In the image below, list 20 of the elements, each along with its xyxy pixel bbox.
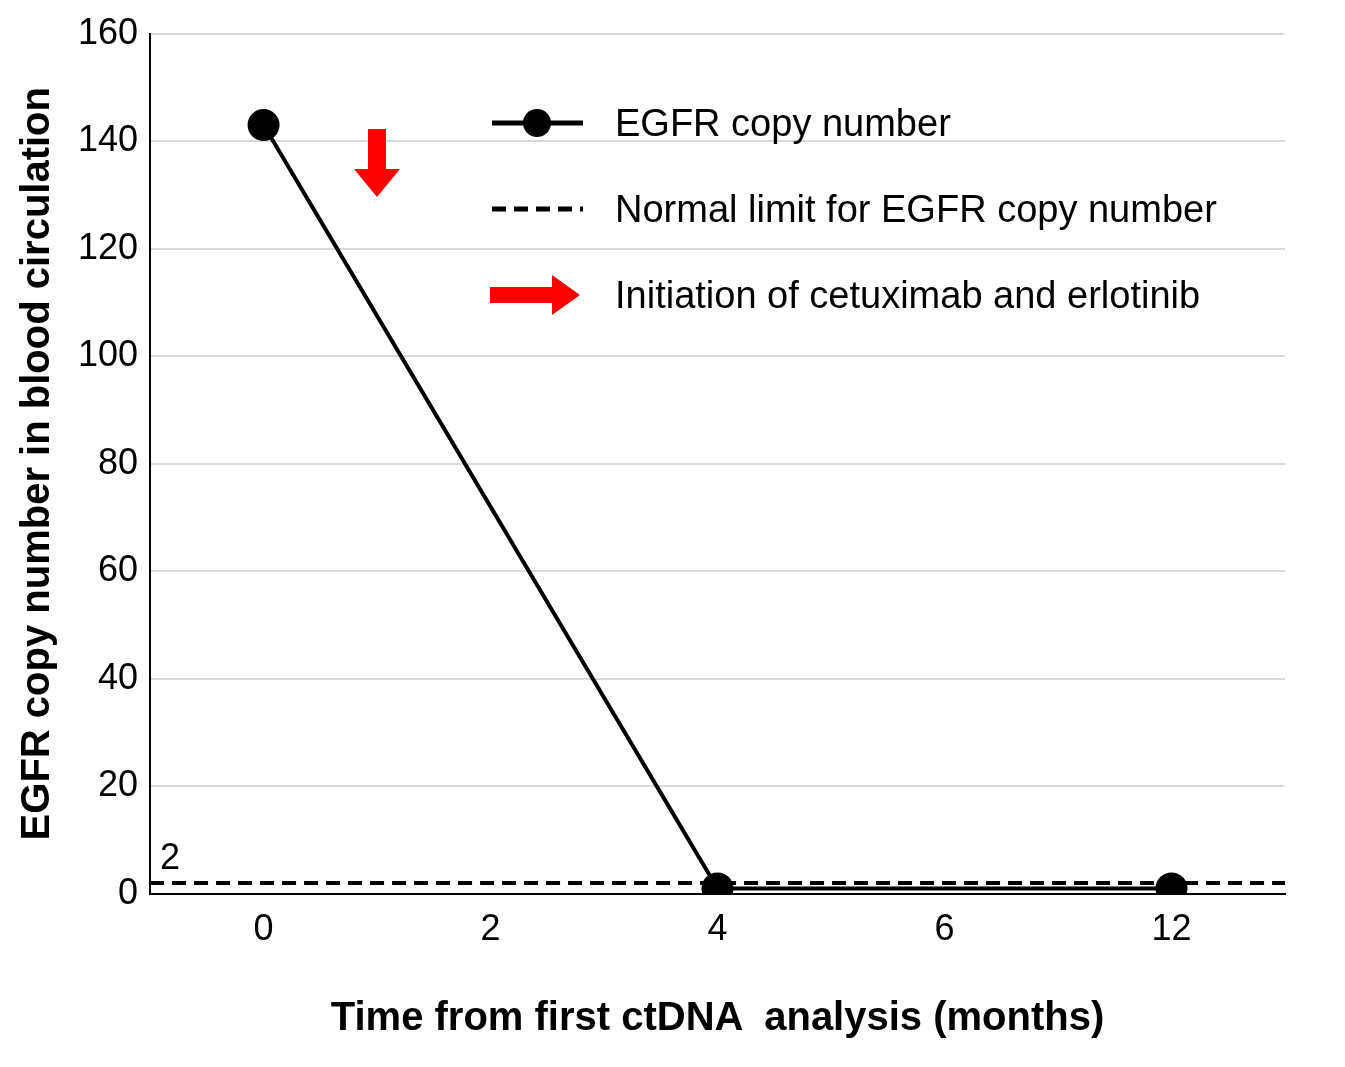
y-axis-title: EGFR copy number in blood circulation xyxy=(13,87,58,841)
legend-label: Normal limit for EGFR copy number xyxy=(615,187,1217,231)
legend-label: EGFR copy number xyxy=(615,101,951,145)
y-tick-label: 120 xyxy=(77,225,139,267)
x-axis-title: Time from first ctDNA analysis (months) xyxy=(330,994,1105,1039)
y-tick-label: 80 xyxy=(98,440,139,482)
y-tick-label: 100 xyxy=(77,333,139,375)
x-tick-label: 4 xyxy=(707,907,728,949)
y-tick-label: 160 xyxy=(77,10,139,52)
y-tick-label: 60 xyxy=(98,548,139,590)
x-tick-label: 2 xyxy=(480,907,501,949)
y-tick-label: 40 xyxy=(98,655,139,697)
y-tick-label: 20 xyxy=(98,763,139,805)
x-tick-label: 0 xyxy=(253,907,274,949)
y-tick-label: 140 xyxy=(77,118,139,160)
annotation: Initiation of cetuximab and erlotinib xyxy=(615,273,1201,317)
y-tick-label: 0 xyxy=(118,870,139,912)
x-tick-label: 6 xyxy=(934,907,955,949)
annotation: 2 xyxy=(160,835,181,877)
x-tick-label: 12 xyxy=(1151,907,1192,949)
